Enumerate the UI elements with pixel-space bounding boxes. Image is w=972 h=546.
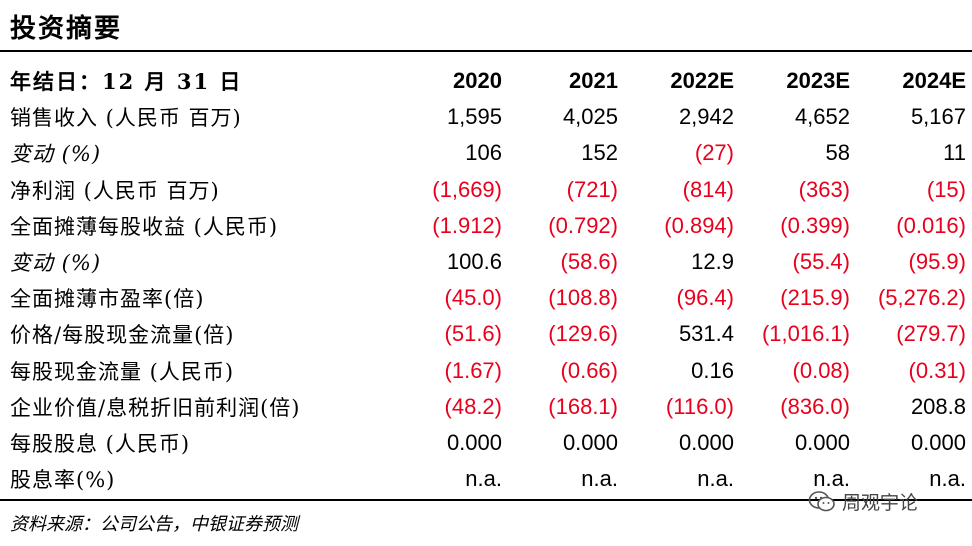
table-cell: (0.894)	[664, 212, 734, 238]
row-label: 每股现金流量 (人民币)	[10, 359, 235, 384]
watermark-text: 周观宇论	[842, 492, 919, 514]
header-label: 年结日：12 月 31 日	[10, 69, 243, 95]
table-cell: 208.8	[910, 393, 966, 419]
table-cell: 11	[943, 140, 966, 166]
table-cell: (721)	[566, 176, 618, 202]
table-cell: (96.4)	[676, 285, 734, 311]
table-cell: (0.792)	[548, 212, 618, 238]
table-cell: 152	[581, 140, 618, 166]
table-cell: 4,025	[562, 104, 618, 130]
year-header: 2023E	[786, 68, 850, 94]
table-cell: 0.000	[446, 429, 502, 455]
year-header: 2021	[569, 68, 618, 94]
table-cell: (836.0)	[780, 393, 850, 419]
table-cell: (1.912)	[432, 212, 502, 238]
source-note: 资料来源：公司公告，中银证券预测	[10, 514, 298, 535]
table-cell: (0.399)	[780, 212, 850, 238]
row-label: 变动 (%)	[10, 251, 102, 276]
table-cell: 4,652	[794, 104, 850, 130]
table-cell: (48.2)	[444, 393, 502, 419]
table-cell: (55.4)	[792, 249, 850, 275]
top-rule	[0, 50, 972, 52]
table-cell: 0.000	[910, 429, 966, 455]
table-cell: n.a.	[697, 466, 734, 492]
table-cell: (27)	[694, 140, 734, 166]
page-title: 投资摘要	[10, 14, 123, 44]
table-cell: 5,167	[910, 104, 966, 130]
table-cell: (279.7)	[896, 321, 966, 347]
year-header: 2024E	[902, 68, 966, 94]
row-label: 每股股息 (人民币)	[10, 431, 191, 456]
table-cell: (116.0)	[665, 393, 734, 419]
row-label: 变动 (%)	[10, 142, 102, 167]
table-cell: 100.6	[446, 249, 502, 275]
table-cell: (5,276.2)	[877, 285, 966, 311]
table-row: 销售收入 (人民币 百万) 1,595 4,025 2,942 4,652 5,167	[0, 99, 970, 135]
table-row: 每股股息 (人民币) 0.000 0.000 0.000 0.000 0.000	[0, 425, 970, 461]
table-cell: (215.9)	[780, 285, 850, 311]
table-cell: 106	[465, 140, 502, 166]
table-cell: (814)	[682, 176, 734, 202]
table-cell: (1,016.1)	[761, 321, 850, 347]
table-cell: (108.8)	[548, 285, 618, 311]
table-cell: (0.08)	[792, 357, 850, 383]
table-cell: (1.67)	[444, 357, 502, 383]
table-cell: (0.66)	[560, 357, 618, 383]
table-cell: (95.9)	[908, 249, 966, 275]
table-cell: (51.6)	[444, 321, 502, 347]
table-cell: 0.16	[691, 357, 734, 383]
table-cell: (168.1)	[548, 393, 618, 419]
table-cell: (1,669)	[432, 176, 502, 202]
table-row: 全面摊薄每股收益 (人民币) (1.912) (0.792) (0.894) (0.39…	[0, 208, 970, 244]
table-row: 全面摊薄市盈率(倍) (45.0) (108.8) (96.4) (215.9) (5,2…	[0, 280, 970, 316]
row-label: 销售收入 (人民币 百万)	[10, 106, 242, 131]
table-cell: (0.31)	[908, 357, 966, 383]
table-cell: (363)	[798, 176, 850, 202]
table-cell: 0.000	[678, 429, 734, 455]
table-row: 股息率(%) n.a. n.a. n.a. n.a. n.a.	[0, 461, 970, 497]
row-label: 价格/每股现金流量(倍)	[10, 323, 235, 348]
table-cell: 12.9	[691, 249, 734, 275]
row-label: 全面摊薄每股收益 (人民币)	[10, 214, 279, 239]
table-cell: 2,942	[678, 104, 734, 130]
table-cell: 0.000	[794, 429, 850, 455]
table-header-row: 年结日：12 月 31 日 2020 2021 2022E 2023E 2024…	[0, 63, 970, 99]
table-row: 每股现金流量 (人民币) (1.67) (0.66) 0.16 (0.08) (0.31)	[0, 353, 970, 389]
table-cell: n.a.	[813, 466, 850, 492]
year-header: 2020	[453, 68, 502, 94]
table-cell: 58	[825, 140, 850, 166]
table-cell: 0.000	[562, 429, 618, 455]
row-label: 净利润 (人民币 百万)	[10, 178, 220, 203]
table-row: 变动 (%) 106 152 (27) 58 11	[0, 135, 970, 171]
table-cell: (129.6)	[548, 321, 618, 347]
table-cell: 531.4	[678, 321, 734, 347]
row-label: 全面摊薄市盈率(倍)	[10, 287, 205, 312]
row-label: 企业价值/息税折旧前利润(倍)	[10, 395, 301, 420]
table-row: 变动 (%) 100.6 (58.6) 12.9 (55.4) (95.9)	[0, 244, 970, 280]
table-row: 价格/每股现金流量(倍) (51.6) (129.6) 531.4 (1,016.1) (…	[0, 316, 970, 352]
watermark: 周观宇论	[808, 488, 918, 515]
table-cell: (15)	[926, 176, 966, 202]
table-cell: (0.016)	[896, 212, 966, 238]
table-cell: n.a.	[929, 466, 966, 492]
table-row: 企业价值/息税折旧前利润(倍) (48.2) (168.1) (116.0) (836.…	[0, 389, 970, 425]
table-cell: n.a.	[581, 466, 618, 492]
row-label: 股息率(%)	[10, 468, 116, 493]
investment-summary-table: 年结日：12 月 31 日 2020 2021 2022E 2023E 2024…	[0, 63, 970, 497]
table-cell: n.a.	[465, 466, 502, 492]
bottom-rule	[0, 499, 972, 501]
wechat-icon	[808, 490, 836, 514]
table-cell: 1,595	[446, 104, 502, 130]
year-header: 2022E	[670, 68, 734, 94]
table-cell: (45.0)	[444, 285, 502, 311]
table-row: 净利润 (人民币 百万) (1,669) (721) (814) (363) (15)	[0, 172, 970, 208]
table-cell: (58.6)	[560, 249, 618, 275]
